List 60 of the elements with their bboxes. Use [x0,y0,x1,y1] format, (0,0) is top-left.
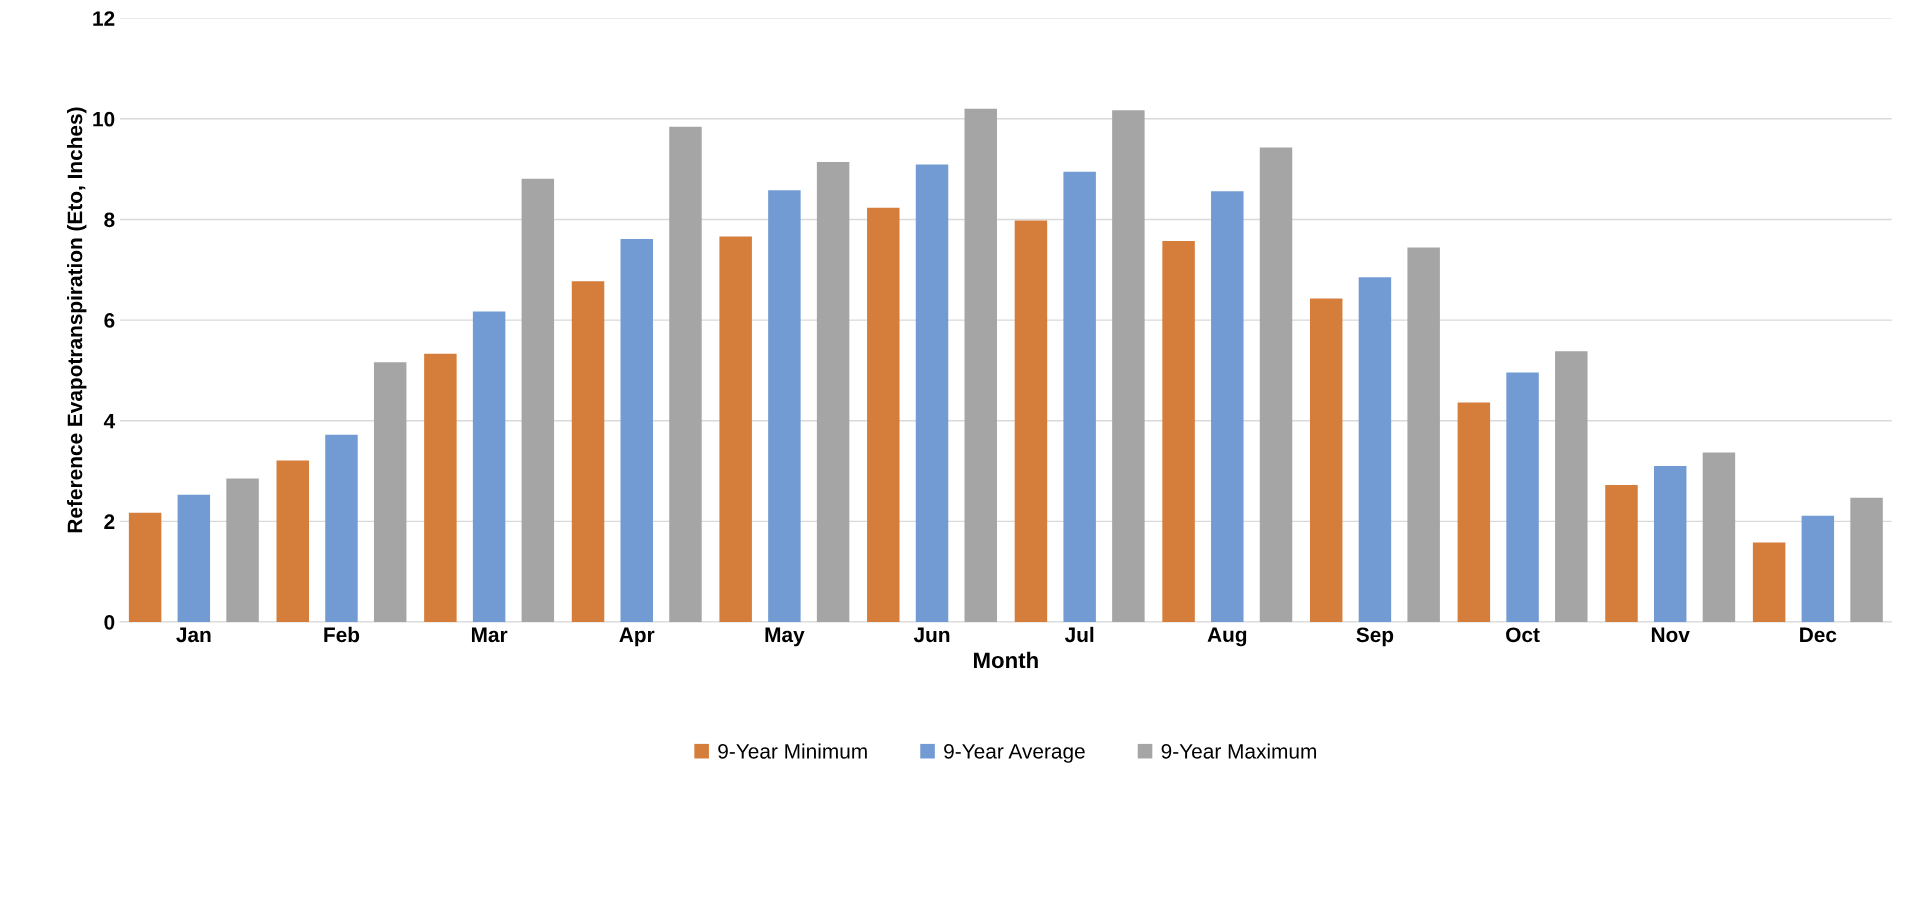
bar [1653,465,1687,622]
bar [177,494,211,622]
y-tick-label: 12 [93,11,115,26]
bar [1801,515,1835,622]
x-tick-label: Aug [1207,627,1247,647]
y-tick-label: 4 [103,413,116,429]
x-tick-label: Feb [324,626,360,643]
legend-label: 9-Year Minimum [718,743,867,759]
bar [719,236,752,622]
bar [964,108,997,622]
x-tick-label: Nov [1651,627,1690,643]
bar [1162,241,1195,622]
bar [1211,191,1244,622]
x-tick-label: Dec [1800,627,1837,643]
x-tick-label: Jan [176,627,211,643]
legend-label: 9-Year Average [944,743,1085,763]
bar [472,311,506,622]
x-tick-label: Sep [1356,627,1394,647]
bar [1014,220,1048,622]
bar [325,434,358,622]
bar [1702,452,1736,622]
x-tick-label: Oct [1506,627,1540,643]
bar [669,126,702,622]
y-tick-label: 10 [93,111,115,127]
x-axis-title: Month [974,651,1038,669]
bar [1850,497,1883,622]
bar [1752,542,1786,622]
bar [1259,147,1293,622]
bar [424,353,457,622]
bar [1457,402,1491,622]
x-tick-label: Jun [913,627,950,643]
y-tick-label: 0 [104,614,115,630]
bar [373,362,407,622]
x-tick-label: Apr [619,627,655,647]
bar [867,207,900,622]
bar [1112,110,1145,622]
y-tick-label: 8 [104,212,115,228]
bar [1407,247,1440,622]
bar [1358,277,1392,622]
x-tick-label: Jul [1064,626,1094,643]
legend-label: 9-Year Maximum [1161,743,1316,759]
bar [816,162,850,622]
bar [276,460,309,622]
y-axis-title: Reference Evapotranspiration (Eto, Inches) [67,107,87,533]
bar [571,281,605,622]
bar [768,190,801,622]
y-tick-label: 6 [104,313,115,328]
bar [915,164,949,622]
y-tick-label: 2 [104,514,115,529]
bar [128,512,162,622]
bar [226,478,259,622]
x-tick-label: Mar [471,627,508,643]
bar [1555,351,1588,622]
x-tick-label: May [765,627,805,647]
bar [1063,171,1096,622]
bar [1605,485,1638,622]
bar [521,178,555,622]
bar [1309,298,1343,622]
bar [620,239,653,622]
bar [1506,372,1539,622]
